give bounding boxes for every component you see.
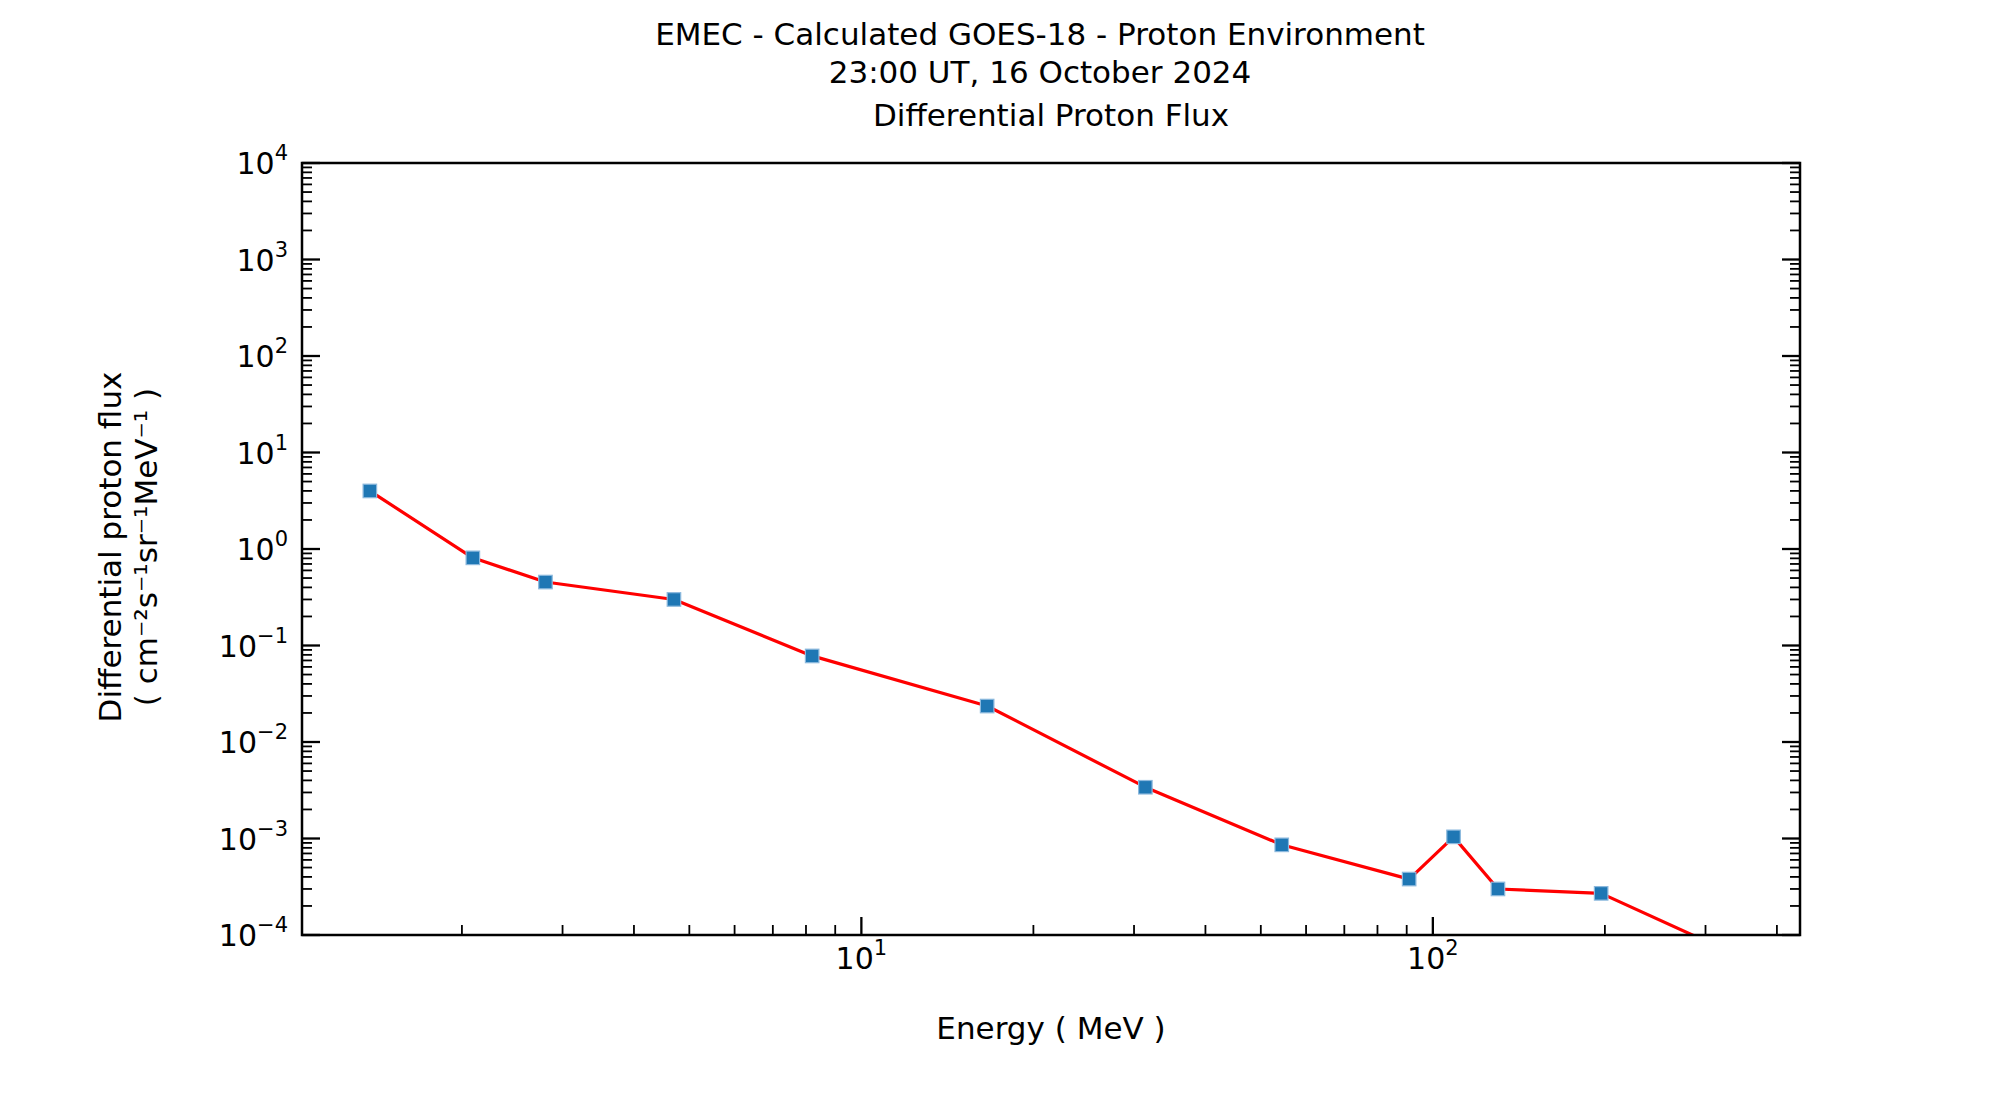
series-differential-proton-flux: [363, 484, 1739, 960]
data-point-marker: [980, 699, 994, 713]
y-tick-label: 10−4: [219, 913, 288, 953]
x-tick-label: 102: [1407, 936, 1459, 976]
y-tick-label: 10−1: [219, 624, 288, 664]
data-point-marker: [1447, 830, 1461, 844]
axes-frame: [302, 163, 1800, 935]
data-point-marker: [667, 593, 681, 607]
y-tick-label: 102: [236, 334, 288, 374]
data-point-marker: [1725, 946, 1739, 960]
y-axis-label: Differential proton flux ( cm⁻²s⁻¹sr⁻¹Me…: [92, 372, 164, 723]
data-point-marker: [1491, 882, 1505, 896]
figure: 101 102 104 103 102 101 100 10−1 10−2 10−3 10−4 EM…: [0, 0, 2000, 1100]
y-axis-label-line1: Differential proton flux: [92, 372, 128, 723]
axes-title: Differential Proton Flux: [873, 97, 1229, 133]
x-tick-label: 101: [836, 936, 888, 976]
y-tick-label: 10−3: [219, 817, 288, 857]
data-point-marker: [539, 575, 553, 589]
y-tick-label: 104: [236, 141, 288, 181]
data-point-marker: [363, 484, 377, 498]
suptitle-line1: EMEC - Calculated GOES-18 - Proton Envir…: [655, 16, 1425, 52]
y-tick-label: 103: [236, 238, 288, 278]
data-point-marker: [1275, 838, 1289, 852]
data-point-marker: [1402, 872, 1416, 886]
x-axis-label: Energy ( MeV ): [936, 1010, 1165, 1046]
y-axis-label-line2: ( cm⁻²s⁻¹sr⁻¹MeV⁻¹ ): [128, 372, 164, 723]
y-tick-label: 100: [236, 527, 288, 567]
data-point-marker: [466, 551, 480, 565]
plot-area: 101 102 104 103 102 101 100 10−1 10−2 10−3 10−4: [0, 0, 2000, 1100]
y-tick-label: 101: [236, 431, 288, 471]
data-point-marker: [1594, 887, 1608, 901]
suptitle-line2: 23:00 UT, 16 October 2024: [829, 54, 1252, 90]
y-tick-label: 10−2: [219, 720, 288, 760]
data-point-marker: [805, 649, 819, 663]
data-point-marker: [1139, 781, 1153, 795]
flux-line: [370, 491, 1732, 953]
